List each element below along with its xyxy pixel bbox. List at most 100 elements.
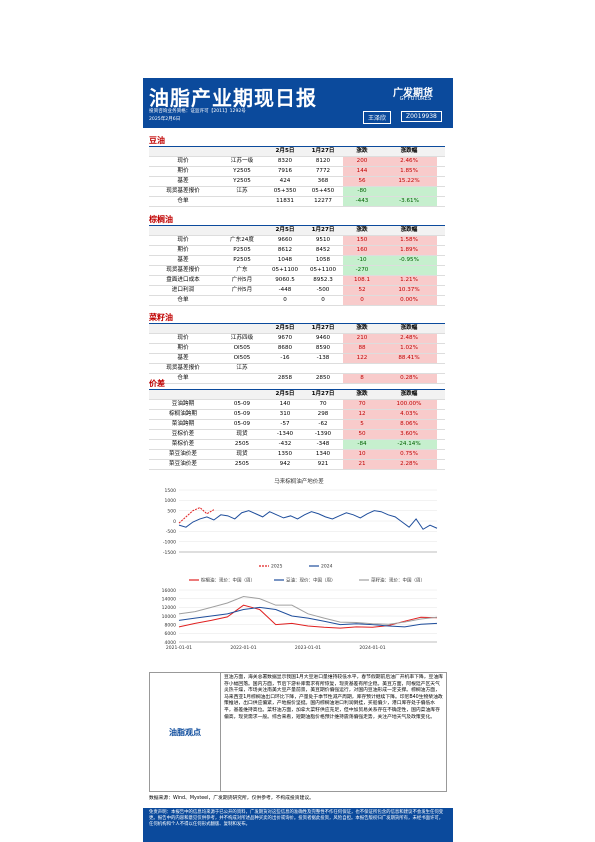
table-row: 仓单 0 0 0 0.00% [149,296,445,306]
y-tick-label: 4000 [165,640,177,646]
cell: -1340 [276,431,294,437]
cell: 广东24度 [230,237,254,243]
cell: 05-09 [233,401,251,407]
series-line [178,604,438,629]
cell: 12277 [314,198,332,204]
y-tick-label: 8000 [165,622,177,628]
cell: 广东 [236,267,248,273]
section: 豆油 2月5日 1月27日 涨跌 涨跌幅 现价 江苏一级 8320 8120 200 2.46% 期价… [149,135,445,207]
cell: 8452 [315,247,331,253]
table-row: 豆棕价差 现货 -1340 -1390 50 3.60% [149,430,445,440]
cell: 菜豆油价差 [169,461,197,467]
header-row: 2月5日 1月27日 涨跌 涨跌幅 [149,324,445,334]
cell: 9460 [315,335,331,341]
cell: Y2505 [233,168,251,174]
cell: 140 [279,401,291,407]
legend-label: 2025 [271,564,283,570]
cell: 150 [343,236,381,245]
source: 数据来源：Wind、Mysteel，广发期货研究所，仅供参考，不构成投资建议。 [149,796,314,801]
cell: 基差 [177,355,189,361]
y-tick-label: 14000 [162,596,176,602]
header-cell [217,324,267,333]
cell: 现货基差报价 [166,188,200,194]
section-title: 棕榈油 [149,214,445,226]
cell: 现价 [177,158,189,164]
table-row: 现货基差报价 江苏 05+350 05+450 -80 [149,187,445,197]
cell: 1058 [315,257,331,263]
cell: 0 [283,297,287,303]
table-row: 现货基差报价 广东 05+1100 05+1100 -270 [149,266,445,276]
header-cell: 2月5日 [275,148,295,154]
cell: 7772 [315,168,331,174]
header: 油脂产业期现日报 投资咨询业务资格：证监许可【2011】1292号 2025年2… [143,78,453,128]
cell: 05+1100 [309,267,337,273]
cell: 200 [343,157,381,166]
header-cell: 1月27日 [311,227,335,233]
header-row: 2月5日 1月27日 涨跌 涨跌幅 [149,390,445,400]
cell: 江苏一级 [230,158,254,164]
table-row: 期价 Y2505 7916 7772 144 1.85% [149,167,445,177]
table-row: 现价 江苏一级 8320 8120 200 2.46% [149,157,445,167]
cell: 9060.5 [275,277,295,283]
cell: 122 [343,354,381,363]
cell: 仓单 [177,198,189,204]
table-row: 豆油跨期 05-09 140 70 70 100.00% [149,400,445,410]
cell: 现货基差报价 [166,267,200,273]
cell: -24.14% [381,440,437,449]
cell: 05+450 [311,188,335,194]
cell: 江苏四级 [230,335,254,341]
cell: 10.37% [381,286,437,295]
x-tick-label: 2023-01-01 [295,645,321,651]
table-row: 基差 P2505 1048 1058 -10 -0.95% [149,256,445,266]
header-row: 2月5日 1月27日 涨跌 涨跌幅 [149,226,445,236]
cell: 1.85% [381,167,437,176]
cell: 7916 [277,168,293,174]
cell: -1390 [314,431,332,437]
table-row: 棕榈油跨期 05-09 310 298 12 4.03% [149,410,445,420]
legend-label: 豆油：现价：中国（周） [286,577,336,584]
cell: 1340 [315,451,331,457]
header-cell: 涨跌 [356,391,368,397]
series-line [178,606,438,628]
y-tick-label: 16000 [162,588,176,594]
cell: 0 [343,296,381,305]
cell: 9660 [277,237,293,243]
cell: -432 [278,441,292,447]
cell: 05+1100 [271,267,299,273]
header-cell: 1月27日 [311,148,335,154]
cell [217,197,267,206]
cell: 50 [343,430,381,439]
cell: 0.75% [381,450,437,459]
view-text: 豆油方面，海关总署数据显示我国1月大豆进口量维持较低水平，春节假期前后油厂开机率… [224,675,443,720]
cell: 豆棕价差 [171,431,195,437]
cell: -138 [316,355,330,361]
disclaimer: 免责声明：本报告中的信息均来源于已公开的资料，广发期货对这些信息的准确性及完整性… [143,808,453,842]
table-row: 盘面进口成本 广州5月 9060.5 8952.3 108.1 1.21% [149,276,445,286]
cell: 期价 [177,345,189,351]
cell: 144 [343,167,381,176]
analyst: 王泽欣 [363,111,392,124]
y-tick-label: 10000 [162,614,176,620]
header-cell [217,147,267,156]
cell: 1.89% [381,246,437,255]
section: 棕榈油 2月5日 1月27日 涨跌 涨跌幅 现价 广东24度 9660 9510 150 1.58%… [149,214,445,306]
cell: 盘面进口成本 [166,277,200,283]
cell: -62 [318,421,328,427]
header-cell: 涨跌 [356,325,368,331]
cell: 1.21% [381,276,437,285]
cell: 70 [319,401,327,407]
logo-en: GF FUTURES [399,96,431,102]
header-cell: 2月5日 [275,391,295,397]
cell: 9670 [277,335,293,341]
cell: 0.28% [381,374,437,383]
date: 2025年2月6日 [149,117,181,122]
header-cell: 2月5日 [275,325,295,331]
cell: 广州5月 [231,277,253,283]
cell: 菜豆油价差 [169,451,197,457]
license: 投资咨询业务资格：证监许可【2011】1292号 [149,109,246,114]
y-tick-label: -1000 [163,539,176,545]
header-cell [149,324,217,333]
section: 菜籽油 2月5日 1月27日 涨跌 涨跌幅 现价 江苏四级 9670 9460 210 2.48% 期… [149,312,445,384]
y-tick-label: -500 [166,529,176,535]
cell: 88 [343,344,381,353]
